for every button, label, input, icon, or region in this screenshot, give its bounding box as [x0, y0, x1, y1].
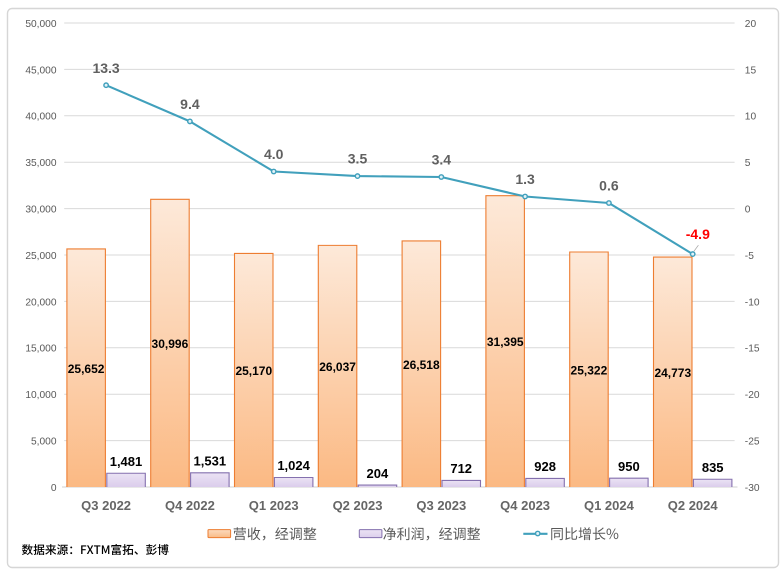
- svg-text:-20: -20: [745, 390, 760, 401]
- svg-text:26,037: 26,037: [319, 360, 356, 374]
- svg-text:1,481: 1,481: [110, 454, 143, 469]
- svg-text:3.4: 3.4: [432, 152, 452, 168]
- svg-text:712: 712: [450, 461, 472, 476]
- svg-text:15: 15: [745, 65, 757, 76]
- svg-text:928: 928: [534, 459, 556, 474]
- svg-text:Q4 2023: Q4 2023: [500, 498, 550, 513]
- svg-text:30,000: 30,000: [25, 205, 56, 216]
- svg-text:13.3: 13.3: [92, 60, 119, 76]
- svg-text:1,024: 1,024: [277, 458, 310, 473]
- svg-text:1.3: 1.3: [515, 171, 535, 187]
- svg-text:0.6: 0.6: [599, 178, 619, 194]
- svg-text:50,000: 50,000: [25, 19, 56, 30]
- svg-text:835: 835: [702, 460, 724, 475]
- svg-text:35,000: 35,000: [25, 158, 56, 169]
- svg-text:5,000: 5,000: [31, 437, 57, 448]
- svg-text:10,000: 10,000: [25, 390, 56, 401]
- svg-text:Q1 2023: Q1 2023: [249, 498, 299, 513]
- svg-text:3.5: 3.5: [348, 151, 368, 167]
- svg-text:4.0: 4.0: [264, 146, 284, 162]
- svg-text:Q3 2023: Q3 2023: [416, 498, 466, 513]
- svg-text:10: 10: [745, 112, 757, 123]
- svg-text:25,170: 25,170: [235, 364, 272, 378]
- svg-text:31,395: 31,395: [487, 335, 524, 349]
- svg-text:20,000: 20,000: [25, 297, 56, 308]
- svg-text:0: 0: [745, 205, 751, 216]
- svg-text:-30: -30: [745, 483, 760, 494]
- svg-text:0: 0: [51, 483, 57, 494]
- svg-text:950: 950: [618, 459, 640, 474]
- svg-text:1,531: 1,531: [194, 454, 227, 469]
- svg-text:24,773: 24,773: [654, 366, 691, 380]
- svg-text:40,000: 40,000: [25, 112, 56, 123]
- svg-text:25,652: 25,652: [68, 362, 105, 376]
- svg-text:-5: -5: [745, 251, 754, 262]
- svg-text:25,000: 25,000: [25, 251, 56, 262]
- svg-text:15,000: 15,000: [25, 344, 56, 355]
- svg-text:Q3 2022: Q3 2022: [81, 498, 131, 513]
- svg-text:-10: -10: [745, 297, 760, 308]
- svg-text:Q2 2024: Q2 2024: [668, 498, 719, 513]
- svg-text:25,322: 25,322: [571, 363, 608, 377]
- svg-text:Q4 2022: Q4 2022: [165, 498, 215, 513]
- svg-text:-25: -25: [745, 437, 760, 448]
- svg-text:45,000: 45,000: [25, 65, 56, 76]
- svg-text:5: 5: [745, 158, 751, 169]
- svg-text:204: 204: [367, 466, 389, 481]
- svg-text:26,518: 26,518: [403, 358, 440, 372]
- svg-text:30,996: 30,996: [152, 337, 189, 351]
- svg-text:20: 20: [745, 19, 757, 30]
- svg-text:-15: -15: [745, 344, 760, 355]
- svg-text:Q1 2024: Q1 2024: [584, 498, 635, 513]
- svg-text:Q2 2023: Q2 2023: [333, 498, 383, 513]
- svg-text:9.4: 9.4: [180, 96, 200, 112]
- svg-text:-4.9: -4.9: [686, 226, 710, 242]
